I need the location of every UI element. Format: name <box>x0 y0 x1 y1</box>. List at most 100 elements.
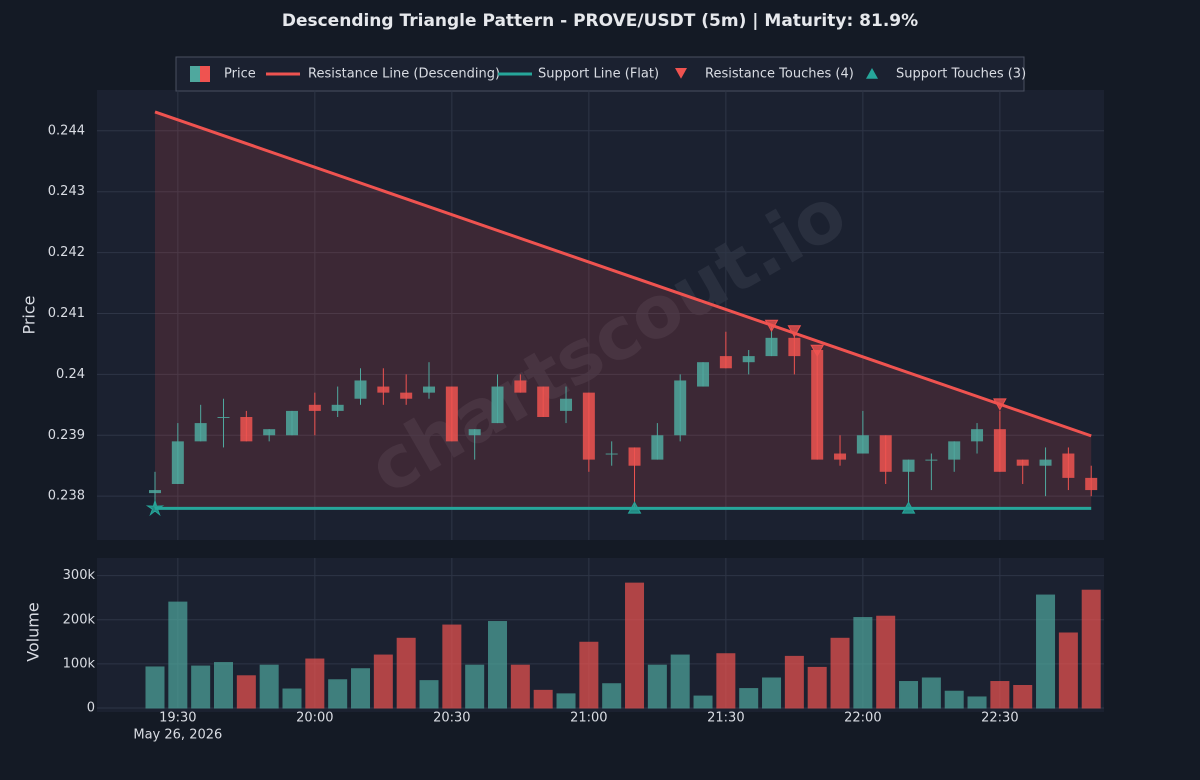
volume-bar <box>282 688 302 709</box>
y-tick-label: 0.24 <box>56 367 85 382</box>
volume-bar <box>1058 632 1078 709</box>
candle-body <box>445 386 458 442</box>
volume-bar <box>488 621 508 709</box>
candle-body <box>491 386 504 424</box>
trend-line <box>154 110 1092 438</box>
legend-swatch <box>200 66 210 82</box>
candle-body <box>628 447 641 466</box>
volume-bar <box>602 683 622 709</box>
volume-bar <box>990 681 1010 709</box>
candle-body <box>582 392 595 460</box>
candle-body <box>400 392 413 399</box>
touch-marker <box>145 498 165 517</box>
y-axis-label: Price <box>20 295 39 334</box>
volume-bar <box>647 664 667 709</box>
volume-bar <box>419 680 439 709</box>
y-axis-label: Volume <box>24 602 43 662</box>
volume-bar <box>214 662 234 709</box>
candle-body <box>902 459 915 472</box>
volume-bar <box>305 658 325 709</box>
legend <box>175 56 1025 92</box>
volume-bar <box>716 653 736 709</box>
volume-bar <box>876 615 896 709</box>
candle-body <box>1062 453 1075 478</box>
candle-body <box>674 380 687 436</box>
price-plot-area <box>97 90 1104 540</box>
pattern-zone <box>154 111 1092 509</box>
candle-body <box>377 386 390 393</box>
x-tick-label: 19:30 <box>159 711 196 726</box>
x-tick-label: 21:00 <box>570 711 607 726</box>
candle-body <box>651 435 664 460</box>
volume-bar <box>693 695 713 709</box>
candle-body <box>468 429 481 436</box>
volume-bar <box>1013 685 1033 709</box>
candle-body <box>1039 459 1052 466</box>
candle-body <box>697 362 710 387</box>
y-tick-label: 0 <box>87 701 95 716</box>
y-tick-label: 0.239 <box>48 428 85 443</box>
candle-body <box>537 386 550 417</box>
y-tick-label: 100k <box>63 656 96 671</box>
candle-body <box>354 380 367 399</box>
volume-bar <box>465 664 485 709</box>
legend-swatch <box>190 66 200 82</box>
y-tick-label: 0.238 <box>48 489 85 504</box>
legend-swatch <box>675 68 687 79</box>
candle-body <box>148 490 161 494</box>
volume-bar <box>944 690 964 709</box>
volume-bar <box>899 681 919 709</box>
candle-body <box>240 416 253 442</box>
candle-body <box>514 380 527 393</box>
volume-bar <box>739 688 759 709</box>
candle-body <box>993 429 1006 472</box>
volume-bar <box>670 654 690 709</box>
touch-marker <box>627 501 642 514</box>
volume-bar <box>556 693 576 709</box>
legend-swatch <box>866 68 878 79</box>
candle-body <box>811 350 824 460</box>
x-tick-label: 20:30 <box>433 711 470 726</box>
legend-label: Resistance Touches (4) <box>705 67 854 82</box>
volume-bar <box>807 666 827 709</box>
volume-bar <box>762 677 782 709</box>
touch-marker <box>764 319 779 333</box>
candle-body <box>194 423 207 442</box>
candle-body <box>765 337 778 357</box>
candle-body <box>286 410 299 436</box>
touch-marker <box>810 344 825 358</box>
volume-bar <box>328 679 348 709</box>
volume-bar <box>510 664 530 709</box>
candle-body <box>1016 459 1029 466</box>
volume-bar <box>853 617 873 709</box>
volume-bar <box>236 675 256 709</box>
volume-bar <box>396 637 416 709</box>
volume-bar <box>1036 594 1056 709</box>
volume-bar <box>145 666 165 709</box>
candle-body <box>856 435 869 454</box>
candle-body <box>171 441 184 484</box>
x-tick-label: 22:00 <box>844 711 881 726</box>
volume-bar <box>830 637 850 709</box>
candle-body <box>217 416 230 418</box>
volume-bar <box>921 677 941 709</box>
candle-body <box>331 404 344 411</box>
candle-body <box>308 404 321 411</box>
touch-marker <box>787 325 802 338</box>
volume-bar <box>168 601 188 709</box>
volume-bar <box>442 624 462 709</box>
candle-body <box>263 429 276 436</box>
candle-body <box>834 453 847 460</box>
volume-bar <box>784 655 804 709</box>
volume-bar <box>967 696 987 709</box>
touch-marker <box>901 501 916 514</box>
x-tick-label: 22:30 <box>981 711 1018 726</box>
candle-body <box>423 386 436 393</box>
x-tick-label: 20:00 <box>296 711 333 726</box>
volume-bar <box>1081 589 1101 709</box>
y-tick-label: 0.243 <box>48 184 85 199</box>
candle-body <box>742 356 755 363</box>
x-date-label: May 26, 2026 <box>133 728 222 743</box>
volume-bar <box>625 582 645 709</box>
